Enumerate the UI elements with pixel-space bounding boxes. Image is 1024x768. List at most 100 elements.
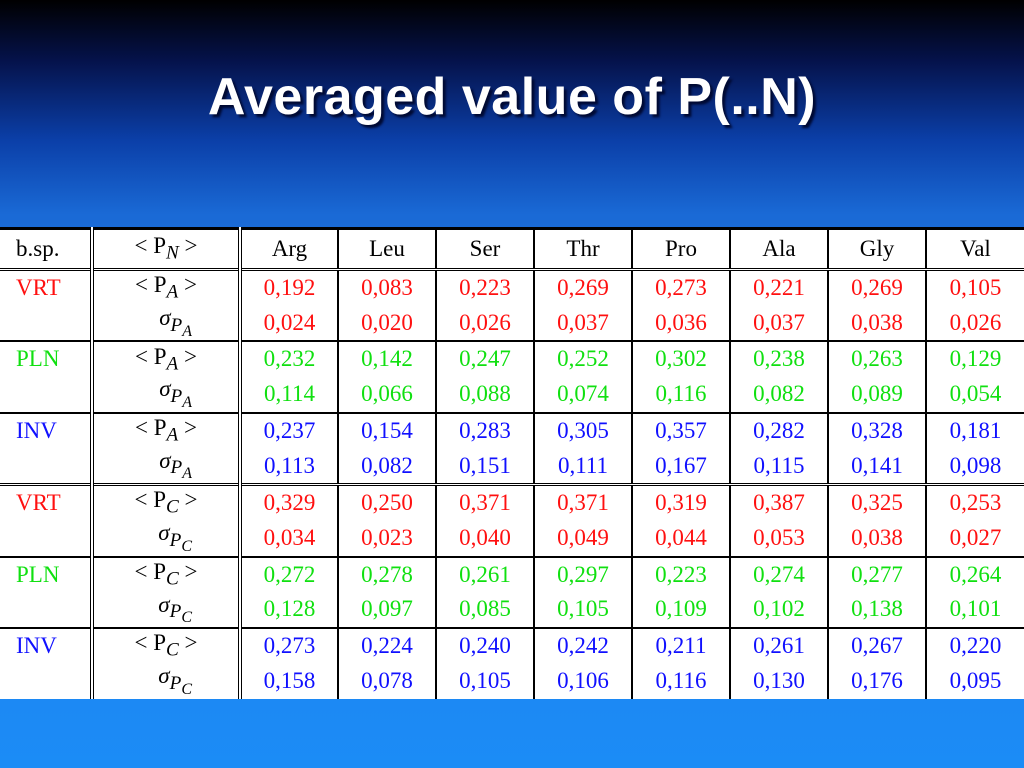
sigma-sub: P xyxy=(170,386,183,408)
mean-value: 0,223 xyxy=(435,269,534,305)
header-leu: Leu xyxy=(337,227,436,271)
mean-label-sub: C xyxy=(166,639,179,661)
data-table-container: b.sp. < PN > Arg Leu Ser Thr Pro Ala Gly… xyxy=(0,227,1024,699)
mean-value: 0,220 xyxy=(925,627,1024,664)
species-blank xyxy=(0,520,92,556)
mean-label-sub: C xyxy=(166,568,179,590)
sigma-value: 0,020 xyxy=(337,305,436,342)
species-label: INV xyxy=(0,411,92,448)
mean-value: 0,252 xyxy=(533,340,632,377)
table-row: VRT < PA >0,192 0,083 0,223 0,269 0,273 0,221 0… xyxy=(0,269,1024,305)
sigma-sub: P xyxy=(170,457,183,479)
species-label: VRT xyxy=(16,275,61,300)
mean-value: 0,274 xyxy=(729,555,828,592)
species-blank xyxy=(0,305,92,341)
mean-value: 0,264 xyxy=(925,555,1024,592)
header-ser: Ser xyxy=(435,227,534,271)
table-row: σPA 0,114 0,066 0,088 0,074 0,116 0,082 0,089 0,… xyxy=(0,376,1024,413)
mean-label: < PA > xyxy=(90,340,240,377)
mean-value: 0,247 xyxy=(435,340,534,377)
table-row: PLN < PA >0,232 0,142 0,247 0,252 0,302 0,238 0… xyxy=(0,340,1024,377)
mean-label-sub: A xyxy=(166,424,179,446)
mean-label: < PC > xyxy=(90,555,240,592)
mean-label: < PC > xyxy=(90,483,240,521)
sigma-value: 0,128 xyxy=(238,591,338,629)
sigma-value: 0,158 xyxy=(238,663,338,699)
mean-label-prefix: < P xyxy=(135,272,167,298)
sigma-value: 0,105 xyxy=(533,591,632,629)
sigma-sub: P xyxy=(169,529,182,551)
sigma-label: σPC xyxy=(90,520,240,557)
mean-value: 0,181 xyxy=(925,411,1024,448)
sigma-subsub: A xyxy=(182,393,192,411)
sigma-value: 0,040 xyxy=(435,520,534,557)
mean-value: 0,242 xyxy=(533,627,632,664)
sigma-label: σPC xyxy=(90,663,240,699)
mean-value: 0,240 xyxy=(435,627,534,664)
header-pn-suffix: > xyxy=(178,233,198,259)
sigma-value: 0,111 xyxy=(533,447,632,485)
header-pn: < PN > xyxy=(90,227,240,271)
mean-value: 0,325 xyxy=(827,483,926,521)
sigma-value: 0,109 xyxy=(631,591,730,629)
species-label: PLN xyxy=(0,340,92,377)
header-ala: Ala xyxy=(729,227,828,271)
sigma-value: 0,115 xyxy=(729,447,828,485)
mean-value: 0,329 xyxy=(238,483,338,521)
sigma-symbol: σ xyxy=(158,520,170,546)
slide-title: Averaged value of P(..N) xyxy=(207,68,817,126)
mean-value: 0,319 xyxy=(631,483,730,521)
sigma-value: 0,116 xyxy=(631,663,730,699)
sigma-value: 0,082 xyxy=(729,376,828,413)
table-body: VRT < PA >0,192 0,083 0,223 0,269 0,273 0,221 0… xyxy=(0,269,1024,699)
mean-value: 0,192 xyxy=(238,269,338,305)
mean-value: 0,221 xyxy=(729,269,828,305)
mean-value: 0,237 xyxy=(238,411,338,448)
mean-value: 0,283 xyxy=(435,411,534,448)
header-thr: Thr xyxy=(533,227,632,271)
table-row: σPA 0,113 0,082 0,151 0,111 0,167 0,115 0,141 0,… xyxy=(0,447,1024,485)
mean-label-prefix: < P xyxy=(135,343,167,369)
species-blank xyxy=(0,376,92,412)
mean-value: 0,371 xyxy=(435,483,534,521)
sigma-subsub: A xyxy=(182,465,192,483)
table-row: INV < PC >0,273 0,224 0,240 0,242 0,211 0,261 0… xyxy=(0,627,1024,664)
mean-value: 0,282 xyxy=(729,411,828,448)
sigma-value: 0,138 xyxy=(827,591,926,629)
sigma-value: 0,113 xyxy=(238,447,338,485)
mean-label-sub: A xyxy=(166,281,179,303)
mean-value: 0,083 xyxy=(337,269,436,305)
sigma-value: 0,095 xyxy=(925,663,1024,699)
mean-value: 0,211 xyxy=(631,627,730,664)
species-label: INV xyxy=(0,627,92,664)
sigma-value: 0,116 xyxy=(631,376,730,413)
mean-value: 0,267 xyxy=(827,627,926,664)
sigma-value: 0,038 xyxy=(827,520,926,557)
mean-value: 0,224 xyxy=(337,627,436,664)
header-species: b.sp. xyxy=(0,227,92,271)
mean-label: < PC > xyxy=(90,627,240,664)
sigma-value: 0,037 xyxy=(729,305,828,342)
mean-value: 0,250 xyxy=(337,483,436,521)
species-label: PLN xyxy=(0,555,92,592)
sigma-subsub: C xyxy=(181,680,192,698)
sigma-value: 0,088 xyxy=(435,376,534,413)
sigma-symbol: σ xyxy=(159,447,171,473)
sigma-sub: P xyxy=(170,314,183,336)
sigma-sub: P xyxy=(169,672,182,694)
mean-value: 0,105 xyxy=(925,269,1024,305)
sigma-label: σPA xyxy=(90,376,240,413)
sigma-symbol: σ xyxy=(159,305,171,330)
header-arg: Arg xyxy=(238,227,338,271)
sigma-value: 0,082 xyxy=(337,447,436,485)
sigma-value: 0,101 xyxy=(925,591,1024,629)
mean-value: 0,223 xyxy=(631,555,730,592)
mean-value: 0,272 xyxy=(238,555,338,592)
header-pro: Pro xyxy=(631,227,730,271)
sigma-value: 0,105 xyxy=(435,663,534,699)
sigma-label: σPA xyxy=(90,447,240,485)
sigma-value: 0,034 xyxy=(238,520,338,557)
header-val: Val xyxy=(925,227,1024,271)
sigma-symbol: σ xyxy=(158,663,170,689)
sigma-value: 0,085 xyxy=(435,591,534,629)
